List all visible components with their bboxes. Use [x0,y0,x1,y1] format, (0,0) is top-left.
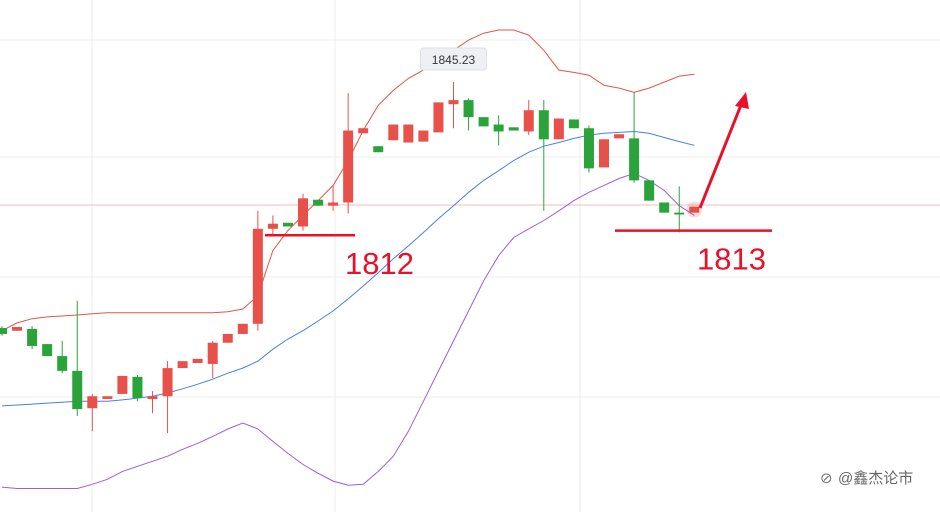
candle-body [0,327,7,334]
candle-body [614,134,625,139]
candle-body [478,117,489,127]
candle-body [674,212,685,215]
candle-body [328,202,339,206]
candle-body [117,375,128,394]
candle-body [629,138,640,181]
candle-body [583,128,594,169]
candle-body [72,370,83,410]
candle-body [659,202,670,213]
candle-body [373,146,384,153]
candle-body [298,198,308,227]
candle-body [553,118,564,140]
candle-body [57,356,68,371]
tooltip-box [420,47,487,71]
candle-body [147,396,158,399]
watermark: ⊘ @鑫杰论市 [820,469,913,487]
candle-body [42,344,53,357]
watermark-icon: ⊘ [820,470,833,487]
band-line [1,172,695,489]
candle-body [27,328,38,346]
candle-body [388,124,399,141]
candle-body [192,358,203,364]
watermark-text: @鑫杰论市 [838,469,913,487]
candle-body [252,228,263,324]
candle-body [207,342,218,364]
candle-body [493,124,504,132]
candle-body [568,119,579,129]
candle-body [508,127,519,131]
candle-body [403,124,414,143]
support-label: 1812 [345,246,414,281]
candle-body [267,223,278,229]
candle-body [523,110,534,132]
tooltip-text: 1845.23 [432,53,476,67]
candle-body [12,327,23,331]
candle-body [538,110,549,140]
candle-body [313,199,324,206]
candle-body [358,128,369,134]
support-label: 1813 [697,242,766,277]
candle-body [689,206,700,213]
candle-body [463,100,474,118]
candle-body [644,180,655,201]
band-line [1,130,695,407]
plot: 1845.23 1812 1813 [0,29,772,489]
candle-body [418,130,429,142]
candle-body [102,396,113,399]
candle-body [87,396,98,409]
candle-body [599,139,609,168]
trend-arrow [698,99,745,209]
candle-body [448,100,459,105]
candle-body [222,333,233,343]
last-price-glow [686,201,703,218]
candle-body [282,222,293,227]
candle-body [433,102,444,133]
candle-body [162,368,173,397]
candle-body [132,376,143,399]
candle-body [237,323,248,334]
arrow-head [735,92,749,109]
candle-body [177,361,188,369]
candle-body [343,130,354,203]
